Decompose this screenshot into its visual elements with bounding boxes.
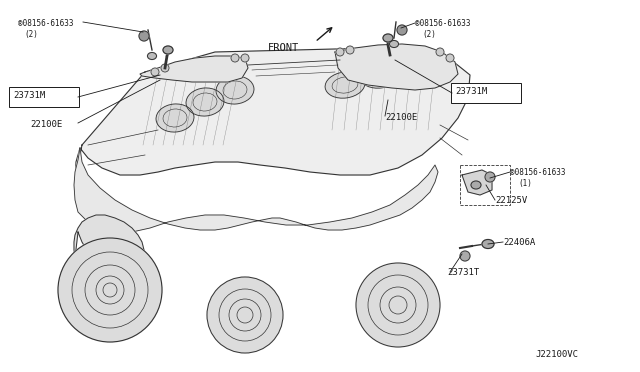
Circle shape: [336, 48, 344, 56]
Text: (1): (1): [518, 179, 532, 188]
Text: 22100E: 22100E: [30, 120, 62, 129]
Ellipse shape: [163, 46, 173, 54]
Circle shape: [231, 54, 239, 62]
Circle shape: [207, 277, 283, 353]
Polygon shape: [462, 170, 492, 195]
Ellipse shape: [360, 62, 400, 88]
Text: (2): (2): [24, 30, 38, 39]
Circle shape: [161, 64, 169, 72]
Ellipse shape: [482, 240, 494, 248]
Circle shape: [241, 54, 249, 62]
Text: 23731M: 23731M: [455, 87, 487, 96]
Polygon shape: [74, 148, 438, 232]
FancyBboxPatch shape: [451, 83, 521, 103]
Bar: [460, 165, 510, 205]
Ellipse shape: [216, 76, 254, 104]
Circle shape: [356, 263, 440, 347]
Text: 22100E: 22100E: [385, 113, 417, 122]
Text: 23731T: 23731T: [447, 268, 479, 277]
Ellipse shape: [390, 41, 399, 48]
Text: ®08156-61633: ®08156-61633: [510, 168, 566, 177]
Ellipse shape: [156, 104, 194, 132]
Circle shape: [485, 172, 495, 182]
Circle shape: [58, 238, 162, 342]
FancyBboxPatch shape: [9, 87, 79, 107]
Ellipse shape: [186, 88, 224, 116]
Text: (2): (2): [422, 30, 436, 39]
Ellipse shape: [325, 72, 365, 98]
Text: ®08156-61633: ®08156-61633: [415, 19, 470, 28]
Polygon shape: [74, 215, 144, 272]
Text: J22100VC: J22100VC: [535, 350, 578, 359]
Circle shape: [151, 68, 159, 76]
Polygon shape: [75, 48, 470, 185]
Circle shape: [139, 31, 149, 41]
Text: 22125V: 22125V: [495, 196, 527, 205]
Ellipse shape: [395, 55, 435, 81]
Text: 23731M: 23731M: [13, 91, 45, 100]
Text: 22406A: 22406A: [503, 238, 535, 247]
Polygon shape: [140, 56, 248, 82]
Circle shape: [346, 46, 354, 54]
Circle shape: [397, 25, 407, 35]
Polygon shape: [335, 44, 458, 90]
Circle shape: [436, 48, 444, 56]
Text: FRONT: FRONT: [268, 43, 300, 53]
Circle shape: [446, 54, 454, 62]
Circle shape: [460, 251, 470, 261]
Ellipse shape: [383, 34, 393, 42]
Text: ®08156-61633: ®08156-61633: [18, 19, 74, 28]
Ellipse shape: [471, 181, 481, 189]
Ellipse shape: [147, 52, 157, 60]
